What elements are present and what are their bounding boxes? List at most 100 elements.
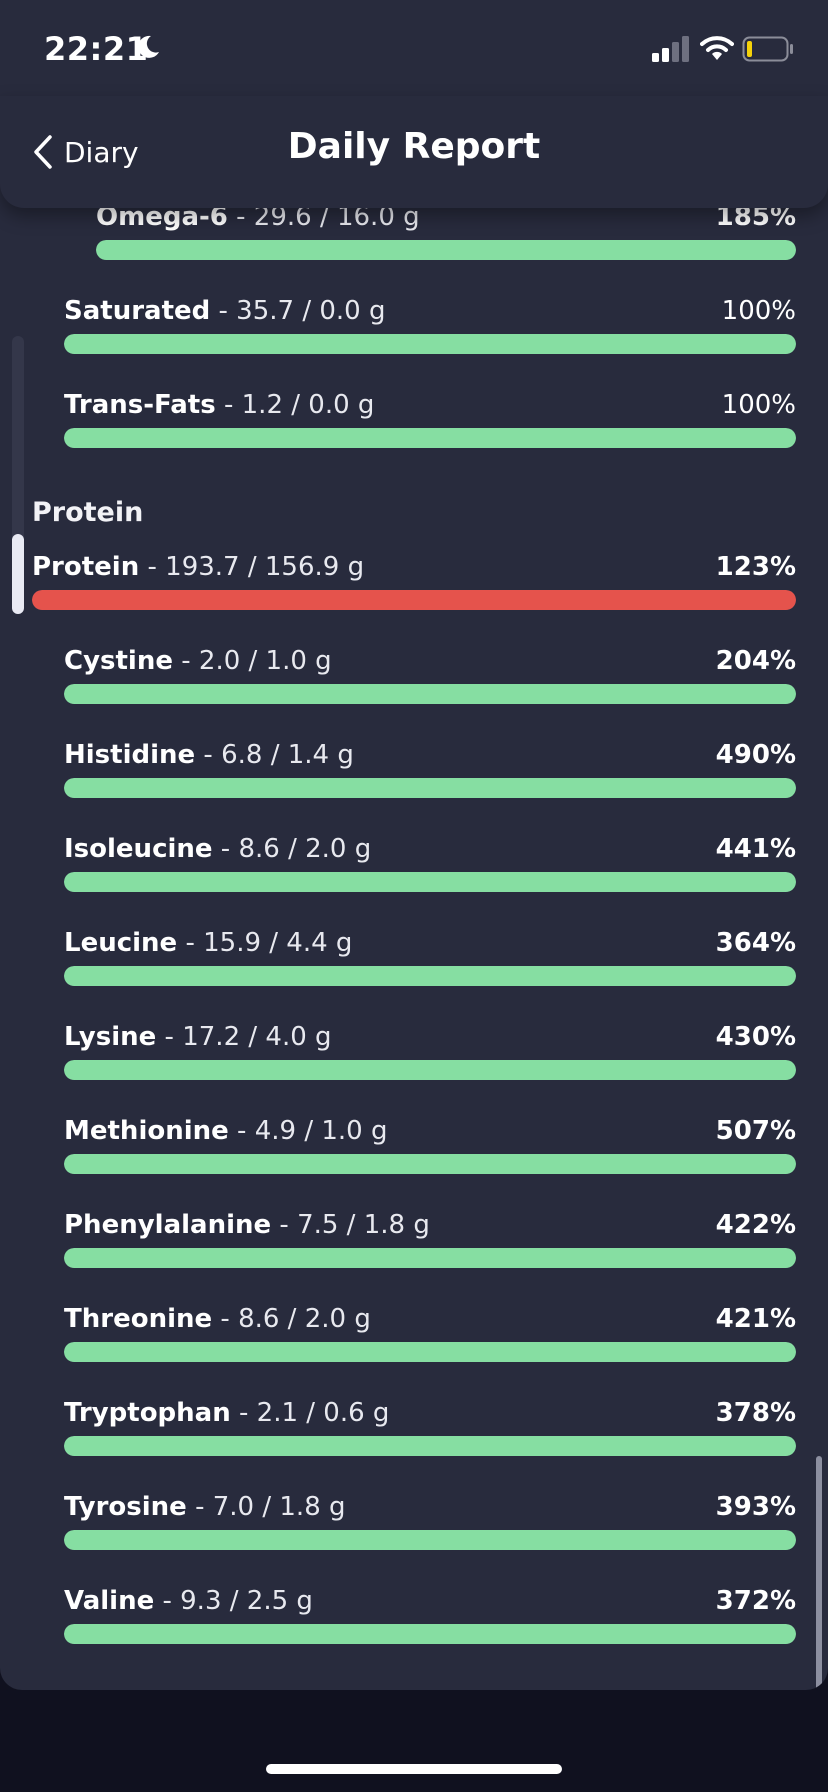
progress-fill bbox=[64, 1530, 796, 1550]
nutrient-row-tryptophan[interactable]: Tryptophan - 2.1 / 0.6 g 378% bbox=[64, 1396, 796, 1456]
nutrient-amount: 1.2 / 0.0 g bbox=[241, 390, 375, 420]
section-scroll-thumb[interactable] bbox=[12, 534, 24, 614]
nutrient-percent: 100% bbox=[721, 296, 796, 326]
report-card: Omega-6 - 29.6 / 16.0 g 185% Saturated -… bbox=[0, 0, 828, 1690]
progress-bar bbox=[64, 1624, 796, 1644]
nutrient-percent: 422% bbox=[715, 1210, 796, 1240]
progress-bar bbox=[64, 1342, 796, 1362]
moon-icon bbox=[138, 35, 159, 58]
page-title: Daily Report bbox=[287, 126, 541, 167]
cellular-signal-icon bbox=[652, 36, 689, 62]
nutrient-row-threonine[interactable]: Threonine - 8.6 / 2.0 g 421% bbox=[64, 1302, 796, 1362]
nutrient-name: Cystine bbox=[64, 646, 173, 676]
home-indicator[interactable] bbox=[266, 1764, 562, 1774]
nav-bar: Diary Daily Report bbox=[0, 96, 828, 208]
nutrient-amount: 193.7 / 156.9 g bbox=[165, 552, 365, 582]
nutrient-name: Isoleucine bbox=[64, 834, 213, 864]
status-time: 22:21 bbox=[44, 30, 149, 68]
battery-icon bbox=[742, 36, 793, 62]
nutrient-amount: 7.0 / 1.8 g bbox=[212, 1492, 346, 1522]
nutrient-amount: 2.0 / 1.0 g bbox=[198, 646, 332, 676]
progress-fill bbox=[64, 428, 796, 448]
progress-fill bbox=[64, 778, 796, 798]
nutrient-row-tyrosine[interactable]: Tyrosine - 7.0 / 1.8 g 393% bbox=[64, 1490, 796, 1550]
nutrient-name: Valine bbox=[64, 1586, 155, 1616]
progress-fill bbox=[64, 1154, 796, 1174]
nutrient-row-phenylalanine[interactable]: Phenylalanine - 7.5 / 1.8 g 422% bbox=[64, 1208, 796, 1268]
progress-bar bbox=[64, 966, 796, 986]
nutrient-percent: 100% bbox=[721, 390, 796, 420]
nutrient-row-trans-fats[interactable]: Trans-Fats - 1.2 / 0.0 g 100% bbox=[64, 388, 796, 448]
nutrient-name: Methionine bbox=[64, 1116, 229, 1146]
progress-fill bbox=[32, 590, 796, 610]
nutrient-amount: 17.2 / 4.0 g bbox=[182, 1022, 332, 1052]
nutrient-percent: 378% bbox=[715, 1398, 796, 1428]
nutrient-amount: 2.1 / 0.6 g bbox=[256, 1398, 390, 1428]
progress-bar bbox=[32, 590, 796, 610]
nutrient-name: Protein bbox=[32, 552, 140, 582]
nutrient-amount: 4.9 / 1.0 g bbox=[254, 1116, 388, 1146]
nutrient-amount: 9.3 / 2.5 g bbox=[180, 1586, 313, 1616]
nutrient-row-isoleucine[interactable]: Isoleucine - 8.6 / 2.0 g 441% bbox=[64, 832, 796, 892]
progress-bar bbox=[64, 778, 796, 798]
progress-bar bbox=[64, 684, 796, 704]
progress-fill bbox=[64, 684, 796, 704]
progress-fill bbox=[64, 1060, 796, 1080]
section-heading-protein: Protein bbox=[32, 497, 144, 528]
progress-fill bbox=[64, 1436, 796, 1456]
nutrient-name: Trans-Fats bbox=[64, 390, 216, 420]
progress-bar bbox=[64, 428, 796, 448]
progress-fill bbox=[64, 1342, 796, 1362]
progress-bar bbox=[64, 334, 796, 354]
nutrient-name: Lysine bbox=[64, 1022, 157, 1052]
nutrient-row-lysine[interactable]: Lysine - 17.2 / 4.0 g 430% bbox=[64, 1020, 796, 1080]
nutrient-row-protein[interactable]: Protein - 193.7 / 156.9 g 123% bbox=[32, 550, 796, 610]
status-bar: 22:21 bbox=[0, 0, 828, 96]
progress-fill bbox=[64, 334, 796, 354]
nutrient-row-histidine[interactable]: Histidine - 6.8 / 1.4 g 490% bbox=[64, 738, 796, 798]
progress-fill bbox=[64, 872, 796, 892]
nutrient-amount: 6.8 / 1.4 g bbox=[221, 740, 354, 770]
progress-fill bbox=[96, 240, 796, 260]
nutrient-amount: 35.7 / 0.0 g bbox=[236, 296, 386, 326]
nutrient-name: Tyrosine bbox=[64, 1492, 187, 1522]
nutrient-percent: 441% bbox=[715, 834, 796, 864]
nutrient-percent: 490% bbox=[715, 740, 796, 770]
scroll-indicator[interactable] bbox=[816, 1456, 822, 1690]
nutrient-list[interactable]: Omega-6 - 29.6 / 16.0 g 185% Saturated -… bbox=[0, 0, 828, 1690]
nutrient-percent: 364% bbox=[715, 928, 796, 958]
nutrient-row-methionine[interactable]: Methionine - 4.9 / 1.0 g 507% bbox=[64, 1114, 796, 1174]
back-label: Diary bbox=[64, 135, 139, 169]
nutrient-percent: 507% bbox=[715, 1116, 796, 1146]
nutrient-name: Threonine bbox=[64, 1304, 213, 1334]
progress-bar bbox=[64, 872, 796, 892]
nutrient-row-leucine[interactable]: Leucine - 15.9 / 4.4 g 364% bbox=[64, 926, 796, 986]
nutrient-row-saturated[interactable]: Saturated - 35.7 / 0.0 g 100% bbox=[64, 294, 796, 354]
back-button[interactable]: Diary bbox=[30, 130, 139, 174]
progress-bar bbox=[64, 1060, 796, 1080]
nutrient-percent: 421% bbox=[715, 1304, 796, 1334]
nutrient-row-valine[interactable]: Valine - 9.3 / 2.5 g 372% bbox=[64, 1584, 796, 1644]
nutrient-name: Leucine bbox=[64, 928, 178, 958]
nutrient-percent: 123% bbox=[715, 552, 796, 582]
progress-bar bbox=[64, 1248, 796, 1268]
nutrient-name: Phenylalanine bbox=[64, 1210, 272, 1240]
nutrient-row-cystine[interactable]: Cystine - 2.0 / 1.0 g 204% bbox=[64, 644, 796, 704]
nutrient-percent: 393% bbox=[715, 1492, 796, 1522]
chevron-left-icon bbox=[34, 135, 52, 169]
progress-bar bbox=[64, 1530, 796, 1550]
nutrient-amount: 8.6 / 2.0 g bbox=[238, 1304, 371, 1334]
progress-bar bbox=[64, 1436, 796, 1456]
nutrient-name: Histidine bbox=[64, 740, 196, 770]
progress-fill bbox=[64, 1248, 796, 1268]
nutrient-percent: 430% bbox=[715, 1022, 796, 1052]
nutrient-percent: 204% bbox=[715, 646, 796, 676]
nutrient-name: Tryptophan bbox=[64, 1398, 231, 1428]
nutrient-amount: 8.6 / 2.0 g bbox=[238, 834, 372, 864]
nutrient-row-omega-6[interactable]: Omega-6 - 29.6 / 16.0 g 185% bbox=[96, 200, 796, 260]
progress-fill bbox=[64, 1624, 796, 1644]
nutrient-name: Saturated bbox=[64, 296, 211, 326]
progress-fill bbox=[64, 966, 796, 986]
nutrient-percent: 372% bbox=[715, 1586, 796, 1616]
